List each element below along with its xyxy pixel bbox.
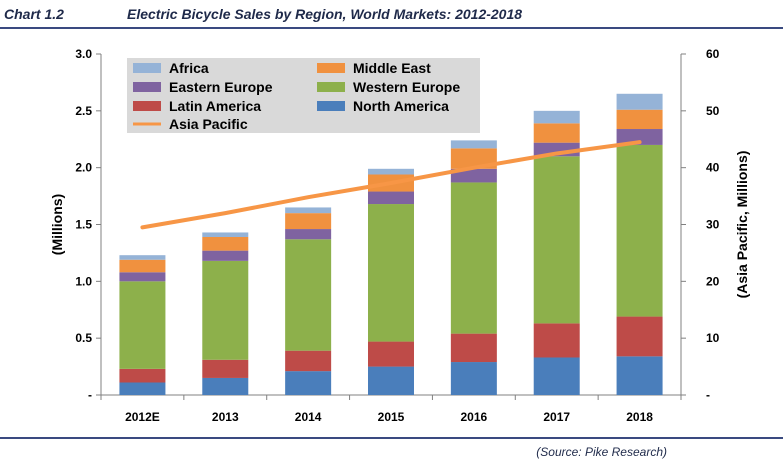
bar-north-america bbox=[202, 377, 249, 395]
bar-north-america bbox=[616, 356, 663, 395]
y2-tick-label: - bbox=[706, 388, 710, 402]
bar-eastern-europe bbox=[616, 129, 663, 145]
y-tick-label: 0.5 bbox=[75, 331, 92, 345]
bar-western-europe bbox=[285, 239, 332, 351]
bar-africa bbox=[368, 168, 414, 175]
bar-eastern-europe bbox=[119, 272, 166, 282]
legend-label: Western Europe bbox=[353, 79, 460, 95]
bar-latin-america bbox=[368, 341, 414, 367]
x-tick-label: 2015 bbox=[378, 410, 405, 424]
bar-africa bbox=[119, 255, 166, 260]
y-tick-label: 2.5 bbox=[75, 104, 92, 118]
bar-western-europe bbox=[202, 260, 249, 360]
bar-middle-east bbox=[119, 259, 166, 273]
bar-eastern-europe bbox=[368, 191, 414, 205]
x-tick-label: 2013 bbox=[212, 410, 239, 424]
y2-tick-label: 30 bbox=[706, 218, 720, 232]
y2-tick-label: 10 bbox=[706, 331, 720, 345]
top-divider bbox=[0, 27, 783, 29]
bar-africa bbox=[616, 93, 663, 110]
legend-label: Africa bbox=[169, 60, 209, 76]
y-axis-title: (Millions) bbox=[49, 194, 65, 255]
bar-africa bbox=[285, 207, 332, 214]
bottom-divider bbox=[0, 437, 783, 439]
bar-western-europe bbox=[119, 281, 166, 369]
legend-swatch-latin-america bbox=[133, 101, 161, 111]
x-tick-label: 2018 bbox=[626, 410, 653, 424]
chart-number-label: Chart 1.2 bbox=[4, 6, 64, 22]
bar-middle-east bbox=[616, 109, 663, 130]
bar-middle-east bbox=[533, 123, 580, 143]
bar-latin-america bbox=[616, 316, 663, 357]
legend-swatch-middle-east bbox=[317, 63, 345, 73]
y2-tick-label: 60 bbox=[706, 47, 720, 61]
chart-header: Chart 1.2 Electric Bicycle Sales by Regi… bbox=[0, 0, 783, 30]
bar-western-europe bbox=[368, 204, 414, 342]
y2-tick-label: 40 bbox=[706, 161, 720, 175]
bar-north-america bbox=[450, 362, 497, 395]
bar-latin-america bbox=[533, 323, 580, 358]
bar-western-europe bbox=[450, 182, 497, 334]
y2-tick-label: 50 bbox=[706, 104, 720, 118]
legend-label: North America bbox=[353, 98, 449, 114]
bar-middle-east bbox=[285, 213, 332, 230]
x-tick-label: 2017 bbox=[543, 410, 570, 424]
legend-swatch-western-europe bbox=[317, 82, 345, 92]
bar-eastern-europe bbox=[450, 168, 497, 183]
bar-north-america bbox=[368, 366, 414, 395]
legend-label: Eastern Europe bbox=[169, 79, 273, 95]
y-tick-label: 1.5 bbox=[75, 218, 92, 232]
y2-tick-label: 20 bbox=[706, 274, 720, 288]
source-note: (Source: Pike Research) bbox=[536, 445, 667, 459]
bar-north-america bbox=[533, 357, 580, 395]
bar-africa bbox=[450, 140, 497, 149]
bar-eastern-europe bbox=[202, 250, 249, 261]
legend-label: Asia Pacific bbox=[169, 116, 248, 132]
legend-swatch-africa bbox=[133, 63, 161, 73]
bar-eastern-europe bbox=[285, 229, 332, 240]
bar-latin-america bbox=[119, 368, 166, 383]
y2-axis-title: (Asia Pacific, Millions) bbox=[734, 151, 750, 299]
bar-middle-east bbox=[202, 237, 249, 251]
asia-pacific-line bbox=[140, 140, 642, 230]
legend-box bbox=[127, 58, 480, 133]
y-tick-label: 3.0 bbox=[75, 47, 92, 61]
legend-swatch-north-america bbox=[317, 101, 345, 111]
x-tick-label: 2012E bbox=[125, 410, 160, 424]
bar-latin-america bbox=[285, 350, 332, 372]
bar-africa bbox=[202, 232, 249, 238]
bar-north-america bbox=[285, 371, 332, 395]
x-tick-label: 2016 bbox=[461, 410, 488, 424]
bar-latin-america bbox=[202, 359, 249, 378]
chart-title: Electric Bicycle Sales by Region, World … bbox=[127, 6, 523, 22]
bar-western-europe bbox=[533, 156, 580, 324]
y-tick-label: 2.0 bbox=[75, 161, 92, 175]
bar-north-america bbox=[119, 382, 166, 395]
y-tick-label: - bbox=[88, 388, 92, 402]
legend-label: Latin America bbox=[169, 98, 261, 114]
bar-africa bbox=[533, 110, 580, 124]
bar-latin-america bbox=[450, 333, 497, 363]
bar-western-europe bbox=[616, 144, 663, 317]
legend-label: Middle East bbox=[353, 60, 431, 76]
y-tick-label: 1.0 bbox=[75, 274, 92, 288]
legend-swatch-eastern-europe bbox=[133, 82, 161, 92]
x-tick-label: 2014 bbox=[295, 410, 322, 424]
